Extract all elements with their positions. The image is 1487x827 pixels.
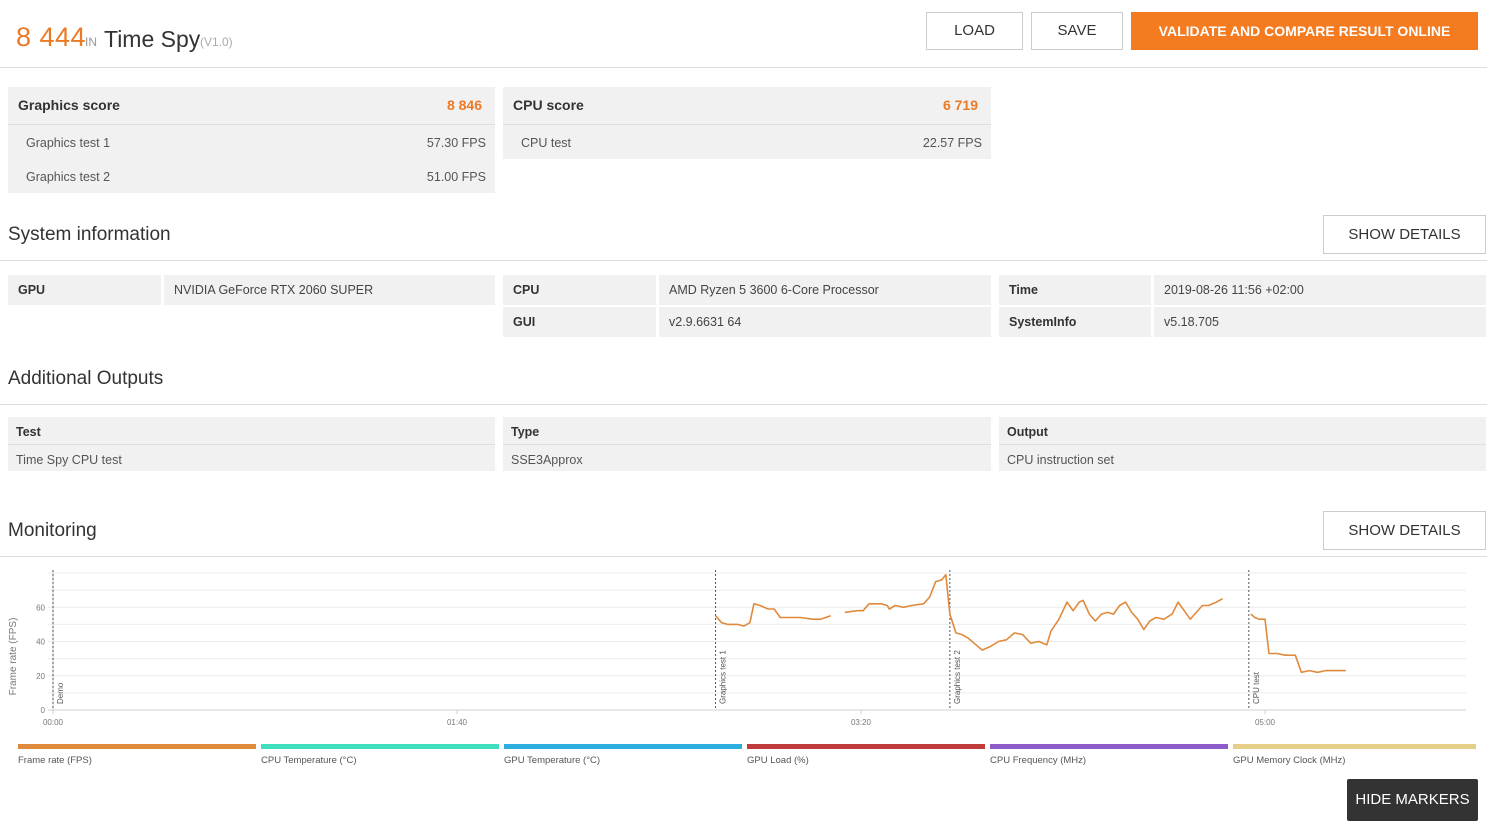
legend-item[interactable]: GPU Temperature (°C) [504,744,742,774]
gpu-value: NVIDIA GeForce RTX 2060 SUPER [164,275,495,305]
hide-markers-button[interactable]: HIDE MARKERS [1347,779,1478,821]
output-column-value: SSE3Approx [511,453,583,467]
legend-item[interactable]: CPU Temperature (°C) [261,744,499,774]
graphics-test-value: 51.00 FPS [426,170,486,184]
monitoring-chart: 0 20 40 60 00:00 01:40 03:20 05:00 Frame rate (F… [0,562,1487,742]
graphics-test-label: Graphics test 2 [26,170,111,184]
gpu-key: GPU [8,275,161,305]
time-key: Time [999,275,1151,305]
x-tick-label: 05:00 [1255,718,1276,727]
section-divider [0,260,1487,261]
test-marker-label: Graphics test 2 [953,650,962,704]
y-tick-label: 20 [36,672,45,681]
benchmark-name: Time Spy [104,26,201,52]
cpu-key: CPU [503,275,656,305]
cpu-score-value: 6 719 [942,97,978,113]
legend-swatch [1233,744,1476,749]
output-column-type: Type SSE3Approx [503,417,991,471]
legend-item[interactable]: Frame rate (FPS) [18,744,256,774]
section-divider [0,404,1487,405]
time-value: 2019-08-26 11:56 +02:00 [1154,275,1486,305]
output-column-header: Type [503,417,991,445]
system-information-title: System information [8,224,171,245]
validate-compare-button[interactable]: VALIDATE AND COMPARE RESULT ONLINE [1131,12,1478,50]
legend-label: GPU Memory Clock (MHz) [1233,755,1346,766]
section-divider [0,556,1487,557]
graphics-test-row: Graphics test 2 51.00 FPS [8,159,495,193]
legend-swatch [504,744,742,749]
output-column-value: Time Spy CPU test [16,453,122,467]
load-button[interactable]: LOAD [926,12,1023,50]
monitoring-chart-svg: 0 20 40 60 00:00 01:40 03:20 05:00 Frame rate (F… [8,570,1466,727]
fps-series-line [1250,613,1346,674]
output-column-header: Test [8,417,495,445]
legend-label: CPU Temperature (°C) [261,755,357,766]
gui-key: GUI [503,307,656,337]
y-tick-label: 0 [41,706,46,715]
fps-series-line [714,602,831,627]
overall-score: 8 444 [16,22,87,52]
y-axis-title: Frame rate (FPS) [8,618,19,696]
save-button[interactable]: SAVE [1031,12,1123,50]
legend-label: GPU Temperature (°C) [504,755,601,766]
monitoring-show-details-button[interactable]: SHOW DETAILS [1323,511,1486,550]
graphics-test-value: 57.30 FPS [426,136,486,150]
output-column-header: Output [999,417,1486,445]
x-tick-label: 01:40 [447,718,468,727]
graphics-score-value: 8 846 [446,97,482,113]
cpu-score-header: CPU score 6 719 [503,87,991,125]
test-marker-label: Demo [56,682,65,704]
cpu-score-label: CPU score [513,97,584,113]
legend-swatch [261,744,499,749]
x-tick-label: 00:00 [43,718,64,727]
legend-label: Frame rate (FPS) [18,755,92,766]
legend-item[interactable]: GPU Load (%) [747,744,985,774]
output-column-output: Output CPU instruction set [999,417,1486,471]
legend-item[interactable]: CPU Frequency (MHz) [990,744,1228,774]
graphics-score-panel: Graphics score 8 846 Graphics test 1 57.… [8,87,495,193]
monitoring-title: Monitoring [8,520,97,541]
legend-item[interactable]: GPU Memory Clock (MHz) [1233,744,1476,774]
cpu-score-panel: CPU score 6 719 CPU test 22.57 FPS [503,87,991,159]
output-column-value: CPU instruction set [1007,453,1114,467]
cpu-value: AMD Ryzen 5 3600 6-Core Processor [659,275,991,305]
system-show-details-button[interactable]: SHOW DETAILS [1323,215,1486,254]
gui-value: v2.9.6631 64 [659,307,991,337]
legend-swatch [990,744,1228,749]
fps-series-line [844,573,1223,651]
cpu-test-value: 22.57 FPS [922,136,982,150]
legend-swatch [747,744,985,749]
systeminfo-key: SystemInfo [999,307,1151,337]
output-column-test: Test Time Spy CPU test [8,417,495,471]
legend-label: CPU Frequency (MHz) [990,755,1087,766]
systeminfo-value: v5.18.705 [1154,307,1486,337]
test-marker-label: Graphics test 1 [719,650,728,704]
benchmark-version: (V1.0) [200,35,233,49]
graphics-score-label: Graphics score [18,97,120,113]
in-label: IN [85,35,97,49]
cpu-test-row: CPU test 22.57 FPS [503,125,991,159]
legend-label: GPU Load (%) [747,755,809,766]
test-marker-label: CPU test [1252,671,1261,704]
result-header: 8 444 IN Time Spy (V1.0) LOAD SAVE VALID… [0,0,1487,68]
y-tick-label: 60 [36,603,45,612]
y-tick-label: 40 [36,638,45,647]
graphics-test-label: Graphics test 1 [26,136,111,150]
cpu-test-label: CPU test [521,136,572,150]
legend-swatch [18,744,256,749]
additional-outputs-title: Additional Outputs [8,368,164,389]
graphics-test-row: Graphics test 1 57.30 FPS [8,125,495,159]
graphics-score-header: Graphics score 8 846 [8,87,495,125]
x-tick-label: 03:20 [851,718,872,727]
